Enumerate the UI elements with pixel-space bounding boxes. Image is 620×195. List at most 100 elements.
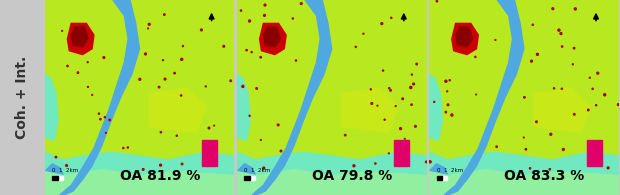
Circle shape: [251, 52, 252, 53]
Circle shape: [264, 4, 266, 6]
Circle shape: [174, 72, 175, 74]
Circle shape: [280, 150, 281, 152]
Circle shape: [411, 104, 412, 105]
Circle shape: [524, 97, 525, 98]
Circle shape: [363, 33, 364, 34]
Circle shape: [249, 115, 250, 116]
Circle shape: [345, 134, 346, 136]
Circle shape: [143, 169, 144, 170]
Circle shape: [161, 132, 162, 133]
Circle shape: [264, 14, 265, 16]
Circle shape: [604, 94, 606, 96]
Circle shape: [451, 114, 453, 116]
Circle shape: [415, 125, 416, 127]
Circle shape: [562, 46, 563, 47]
Circle shape: [123, 147, 124, 149]
Circle shape: [416, 63, 417, 65]
Polygon shape: [429, 74, 442, 140]
Circle shape: [558, 29, 560, 31]
Circle shape: [436, 0, 438, 2]
Polygon shape: [260, 23, 286, 55]
Circle shape: [536, 121, 537, 123]
Circle shape: [598, 164, 599, 165]
Circle shape: [381, 23, 383, 25]
Circle shape: [242, 85, 244, 87]
Circle shape: [300, 3, 302, 4]
Polygon shape: [45, 170, 234, 195]
Circle shape: [66, 165, 68, 166]
Circle shape: [371, 103, 373, 104]
Bar: [587, 140, 601, 166]
Polygon shape: [237, 164, 260, 195]
Circle shape: [295, 60, 296, 61]
Circle shape: [246, 50, 247, 51]
Circle shape: [62, 30, 63, 31]
Polygon shape: [429, 152, 619, 195]
Circle shape: [260, 57, 262, 58]
Circle shape: [447, 91, 448, 92]
Text: 0  1  2km: 0 1 2km: [244, 168, 271, 173]
Circle shape: [445, 111, 446, 113]
Bar: [52, 176, 58, 180]
Polygon shape: [429, 170, 619, 195]
Polygon shape: [452, 23, 479, 55]
Polygon shape: [237, 152, 427, 195]
Polygon shape: [45, 152, 234, 195]
Circle shape: [447, 104, 449, 106]
Circle shape: [144, 53, 146, 55]
Circle shape: [429, 161, 431, 163]
Circle shape: [400, 128, 402, 129]
Circle shape: [139, 78, 141, 80]
Circle shape: [588, 109, 589, 111]
Polygon shape: [237, 74, 250, 140]
Circle shape: [574, 8, 577, 10]
Text: OA 83.3 %: OA 83.3 %: [504, 169, 585, 183]
Circle shape: [180, 58, 183, 60]
Polygon shape: [68, 23, 94, 55]
Text: OA 81.9 %: OA 81.9 %: [120, 169, 200, 183]
Circle shape: [148, 23, 150, 25]
Circle shape: [370, 89, 371, 90]
Circle shape: [536, 53, 538, 55]
Circle shape: [223, 45, 224, 47]
Bar: [394, 140, 409, 166]
Circle shape: [496, 146, 497, 147]
Circle shape: [531, 60, 533, 62]
Circle shape: [561, 88, 562, 89]
Circle shape: [592, 88, 593, 90]
Circle shape: [523, 137, 524, 138]
Circle shape: [87, 86, 89, 87]
Text: 0  1  2km: 0 1 2km: [52, 168, 79, 173]
Polygon shape: [533, 88, 590, 133]
Circle shape: [355, 46, 356, 47]
Text: 0  1  2km: 0 1 2km: [436, 168, 463, 173]
Polygon shape: [237, 170, 427, 195]
Circle shape: [434, 101, 435, 102]
Text: OA 79.8 %: OA 79.8 %: [312, 169, 392, 183]
Polygon shape: [252, 0, 332, 195]
Circle shape: [78, 72, 79, 74]
Circle shape: [158, 86, 160, 88]
Circle shape: [618, 104, 619, 105]
Circle shape: [277, 124, 279, 126]
Circle shape: [164, 14, 165, 15]
Circle shape: [67, 65, 68, 67]
Circle shape: [87, 62, 88, 63]
Polygon shape: [71, 27, 88, 47]
Polygon shape: [149, 88, 206, 133]
Circle shape: [127, 147, 128, 148]
Bar: [436, 176, 442, 180]
Circle shape: [176, 135, 177, 136]
Circle shape: [402, 98, 404, 100]
Circle shape: [353, 165, 355, 167]
Circle shape: [208, 127, 210, 129]
Circle shape: [532, 24, 533, 25]
Circle shape: [383, 70, 384, 71]
Polygon shape: [45, 74, 58, 140]
Circle shape: [597, 72, 599, 74]
Circle shape: [105, 132, 106, 133]
Circle shape: [159, 164, 161, 166]
Circle shape: [389, 88, 390, 89]
Circle shape: [549, 169, 551, 170]
Circle shape: [263, 167, 265, 169]
